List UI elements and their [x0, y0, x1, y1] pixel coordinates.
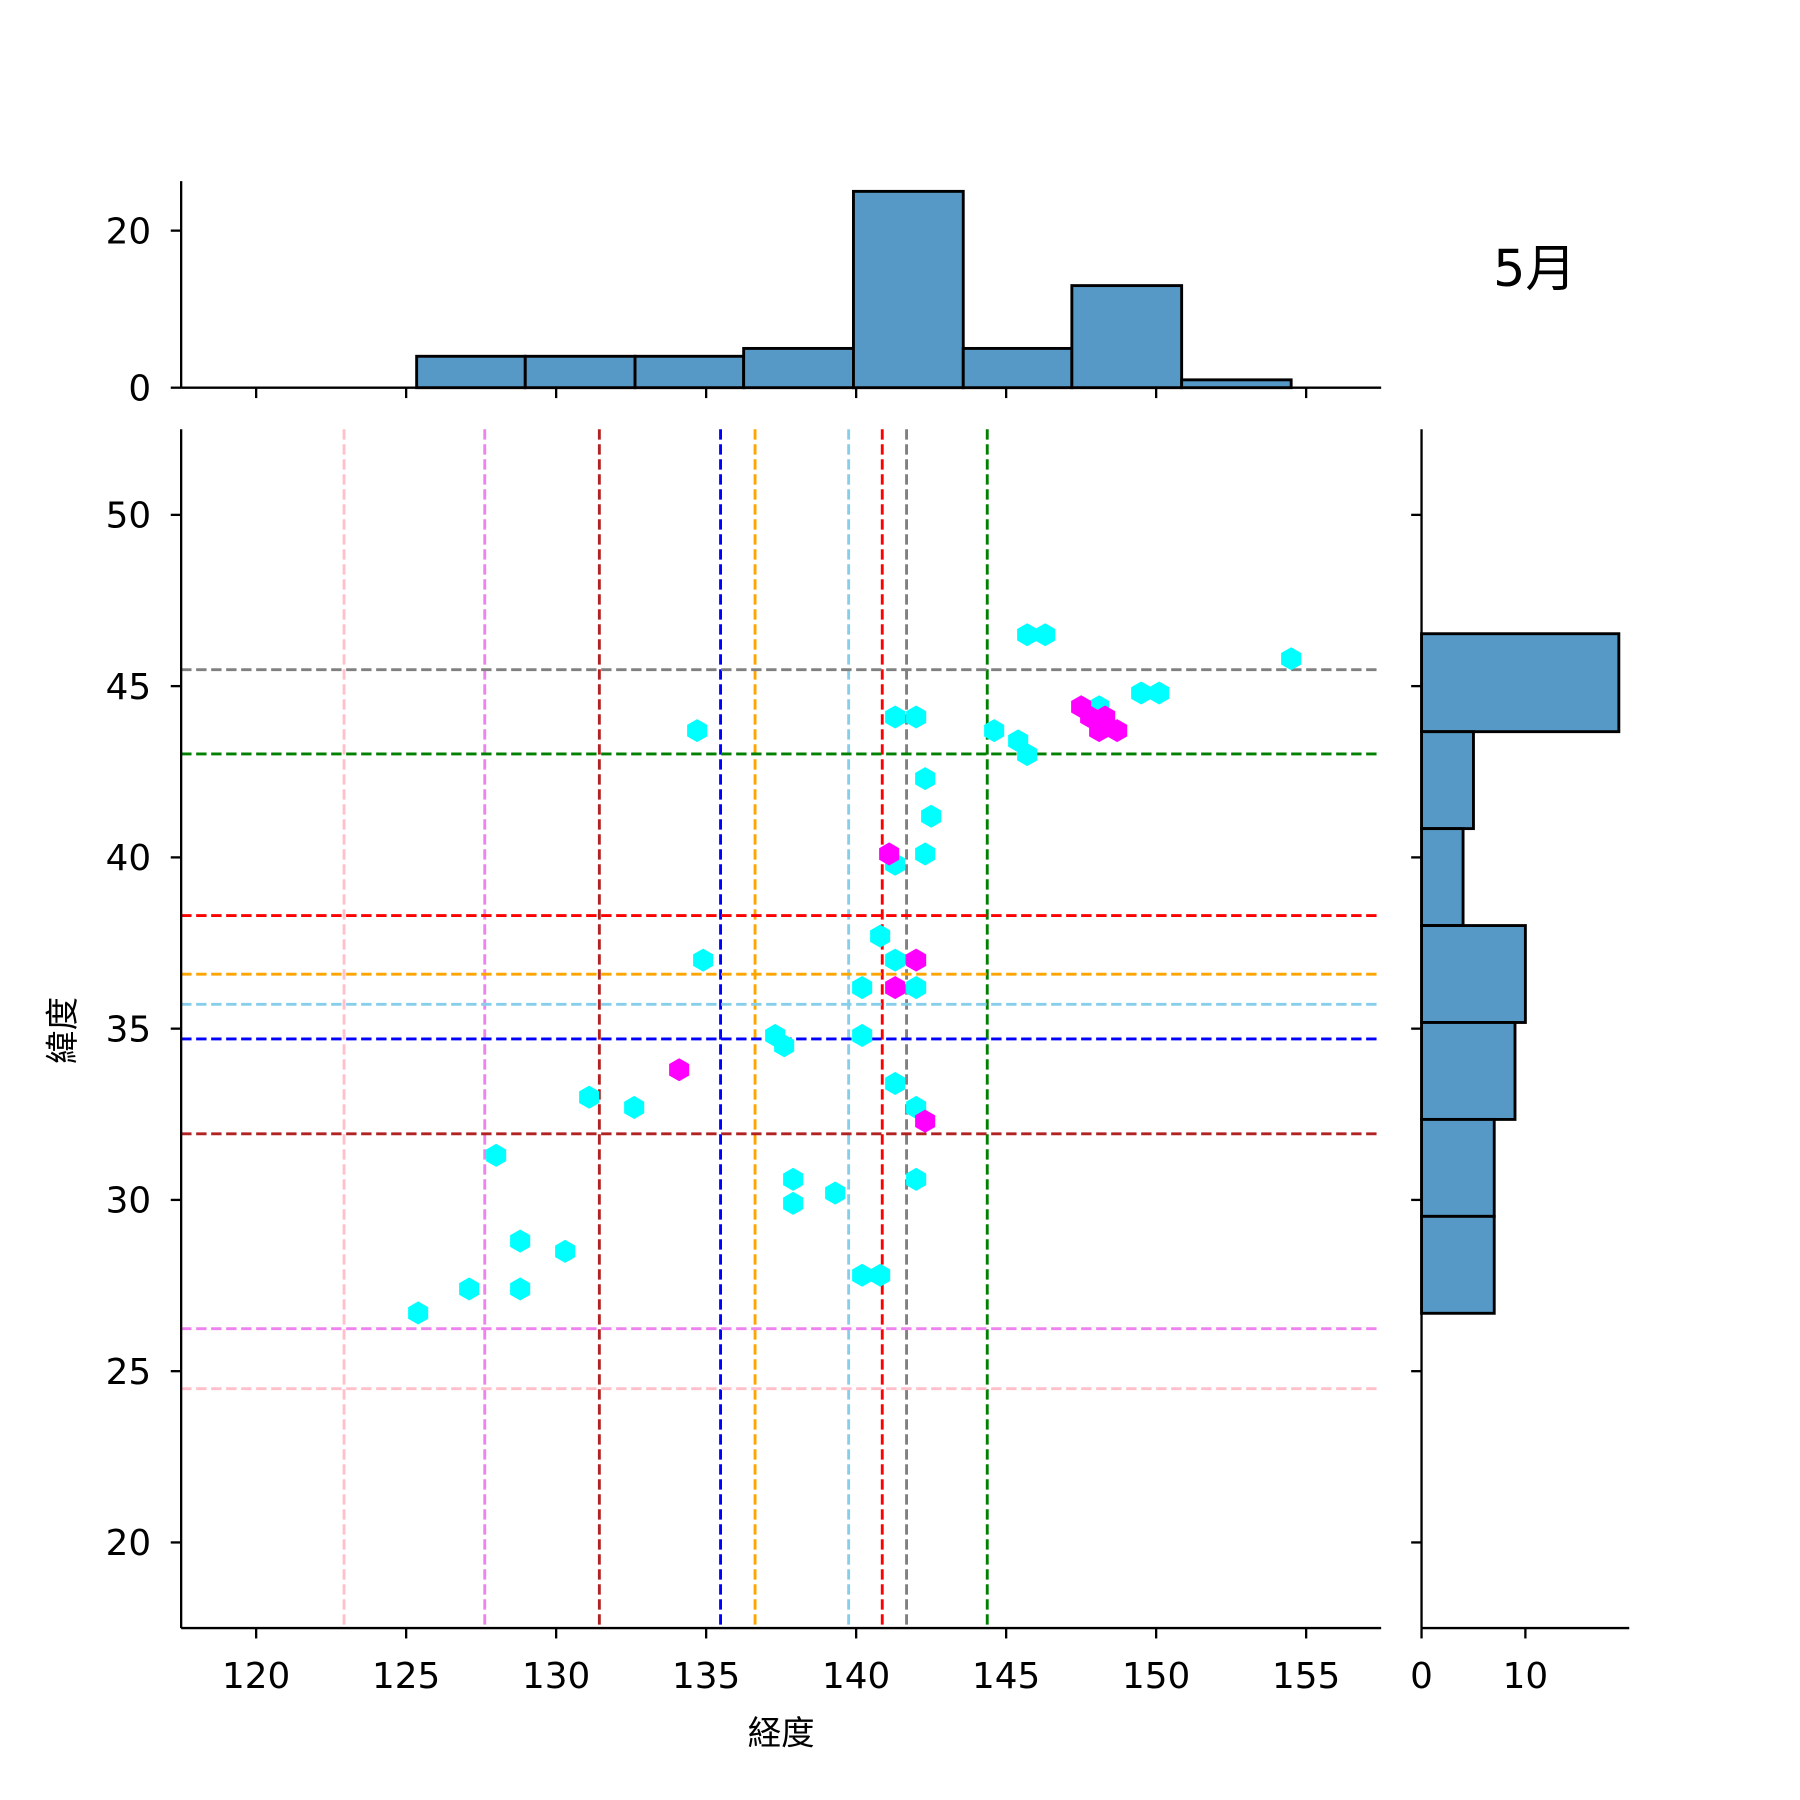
hexbin-cell-low — [906, 976, 927, 1000]
hexbin-cell-low — [915, 842, 936, 866]
top-y-tick-label: 0 — [128, 368, 151, 409]
hexbin-cell-low — [852, 1023, 873, 1047]
hexbin-cell-high — [879, 842, 900, 866]
top-histogram-bar — [523, 354, 637, 390]
right-histogram-bar — [1420, 1117, 1496, 1218]
hexbin-cell-low — [693, 948, 714, 972]
hexbin-cell-low — [852, 1263, 873, 1287]
top-histogram-bar — [742, 346, 855, 390]
hexbin-cell-low — [1149, 681, 1170, 705]
right-histogram-bar — [1420, 730, 1475, 831]
main-scatter-axes: 120 125 130 135 140 145 150 155 20 25 30 35 40 45 50 — [106, 429, 1382, 1697]
hexbin-cell-low — [870, 924, 891, 948]
y-tick-label: 40 — [106, 838, 152, 879]
hexbin-cell-low — [921, 804, 942, 828]
x-tick-label: 155 — [1272, 1656, 1340, 1697]
hexbin-cell-low — [1035, 623, 1056, 647]
hexbin-cell-low — [885, 948, 906, 972]
x-tick-label: 130 — [522, 1656, 590, 1697]
hexbin-cell-low — [1131, 681, 1152, 705]
y-tick-label: 45 — [106, 667, 152, 708]
hexbin-cell-low — [825, 1181, 846, 1205]
hexbin-cell-low — [783, 1191, 804, 1215]
hexbin-cell-low — [783, 1167, 804, 1191]
x-tick-label: 145 — [972, 1656, 1040, 1697]
hexbin-cell-low — [408, 1301, 429, 1325]
hexbin-cell-high — [669, 1058, 690, 1082]
hexbin-cell-low — [906, 1167, 927, 1191]
hexbin-cell-low — [885, 705, 906, 729]
top-histogram-bar — [633, 354, 746, 390]
right-histogram-bar — [1420, 1021, 1517, 1121]
hexbin-cell-high — [1107, 719, 1128, 743]
hexbin-cell-high — [915, 1109, 936, 1133]
x-axis-label: 経度 — [748, 1714, 815, 1753]
y-tick-label: 30 — [106, 1181, 152, 1222]
y-axis-label: 緯度 — [43, 997, 82, 1064]
top-histogram-bar — [961, 346, 1074, 390]
y-tick-label: 25 — [106, 1352, 152, 1393]
hexbin-cell-low — [624, 1095, 645, 1119]
hexbin-cell-low — [1017, 743, 1038, 767]
hexbin-cell-low — [885, 1071, 906, 1095]
chart-title: 5月 — [1493, 239, 1576, 298]
top-y-tick-label: 20 — [106, 211, 152, 252]
hexbin-cell-high — [885, 976, 906, 1000]
hexbin-cell-low — [774, 1034, 795, 1058]
hexbin-cell-low — [555, 1239, 576, 1263]
top-histogram-bar — [415, 354, 527, 390]
hexbin-cell-low — [870, 1263, 891, 1287]
top-histogram-bar — [1070, 284, 1184, 390]
x-tick-label: 120 — [222, 1656, 290, 1697]
hexbin-cell-low — [579, 1085, 600, 1109]
top-marginal-histogram: 0 20 — [106, 181, 1382, 409]
hexbin-cell-low — [687, 719, 708, 743]
hexbin-cell-low — [459, 1277, 480, 1301]
hexbin-cell-low — [510, 1229, 531, 1253]
hexbin-cell-low — [984, 719, 1005, 743]
hexbin-cell-low — [1281, 647, 1302, 671]
right-marginal-histogram: 0 10 — [1410, 429, 1630, 1697]
right-x-tick-label: 0 — [1410, 1656, 1433, 1697]
top-histogram-bar — [1180, 378, 1293, 390]
right-histogram-bar — [1420, 1214, 1496, 1315]
x-tick-label: 150 — [1122, 1656, 1190, 1697]
right-x-tick-label: 10 — [1503, 1656, 1549, 1697]
right-histogram-bar — [1420, 632, 1621, 734]
hexbin-cell-low — [510, 1277, 531, 1301]
hexbin-cell-high — [1095, 705, 1116, 729]
x-tick-label: 125 — [372, 1656, 440, 1697]
top-histogram-bar — [852, 189, 965, 390]
hexbin-cell-low — [906, 705, 927, 729]
right-histogram-bar — [1420, 924, 1527, 1024]
hexbin-cell-low — [852, 976, 873, 1000]
hexbin-cell-low — [486, 1143, 507, 1167]
hexbin-cell-low — [1017, 623, 1038, 647]
y-tick-label: 35 — [106, 1009, 152, 1050]
x-tick-label: 135 — [672, 1656, 740, 1697]
hexbin-cell-low — [915, 767, 936, 791]
y-tick-label: 50 — [106, 496, 152, 537]
x-tick-label: 140 — [822, 1656, 890, 1697]
right-histogram-bar — [1420, 827, 1465, 927]
y-tick-label: 20 — [106, 1523, 152, 1564]
hexbin-cell-high — [906, 948, 927, 972]
